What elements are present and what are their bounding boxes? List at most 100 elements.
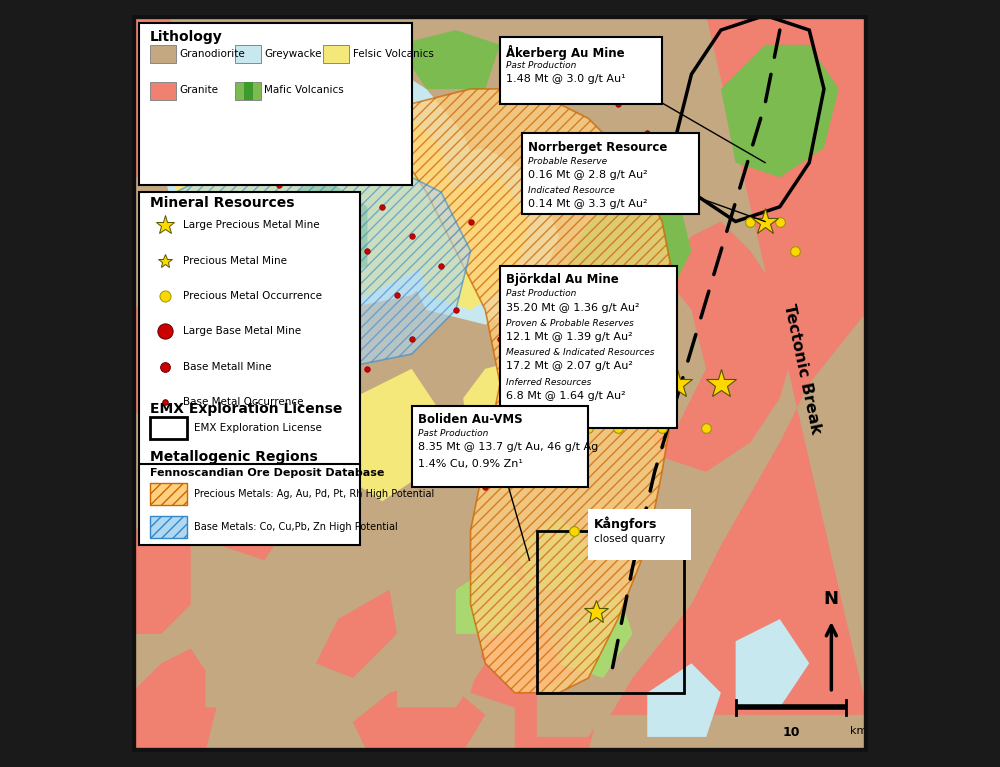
- Text: Precious Metal Occurrence: Precious Metal Occurrence: [183, 291, 322, 301]
- Polygon shape: [515, 663, 603, 752]
- Polygon shape: [132, 649, 220, 752]
- Text: Kångfors: Kångfors: [594, 516, 658, 531]
- Text: Precious Metals: Ag, Au, Pd, Pt, Rh High Potential: Precious Metals: Ag, Au, Pd, Pt, Rh High…: [194, 489, 435, 499]
- Bar: [150, 44, 176, 63]
- Text: closed quarry: closed quarry: [594, 535, 665, 545]
- Text: Metallogenic Regions: Metallogenic Regions: [150, 449, 318, 464]
- Text: Large Base Metal Mine: Large Base Metal Mine: [183, 326, 302, 336]
- FancyBboxPatch shape: [139, 23, 412, 185]
- Text: Norrberget Resource: Norrberget Resource: [528, 140, 667, 153]
- Polygon shape: [132, 15, 191, 177]
- Polygon shape: [633, 222, 795, 472]
- Text: km: km: [850, 726, 867, 736]
- Text: Indicated Resource: Indicated Resource: [528, 186, 615, 195]
- Polygon shape: [471, 619, 559, 707]
- Bar: [235, 81, 261, 100]
- Polygon shape: [191, 339, 323, 502]
- Polygon shape: [390, 148, 559, 324]
- Polygon shape: [132, 295, 191, 413]
- Text: Precious Metal Mine: Precious Metal Mine: [183, 255, 287, 265]
- Text: 0.14 Mt @ 3.3 g/t Au²: 0.14 Mt @ 3.3 g/t Au²: [528, 199, 647, 209]
- Text: Lithology: Lithology: [150, 30, 223, 44]
- Text: Granodiorite: Granodiorite: [180, 48, 245, 58]
- Bar: [537, 531, 684, 693]
- Polygon shape: [610, 15, 868, 715]
- Polygon shape: [353, 678, 485, 752]
- Polygon shape: [213, 104, 382, 251]
- Polygon shape: [397, 30, 500, 89]
- Text: N: N: [824, 590, 839, 608]
- Polygon shape: [588, 273, 706, 443]
- Text: Inferred Resources: Inferred Resources: [506, 377, 591, 387]
- Text: Large Precious Metal Mine: Large Precious Metal Mine: [183, 220, 320, 230]
- FancyBboxPatch shape: [522, 133, 699, 214]
- FancyBboxPatch shape: [588, 509, 691, 560]
- Polygon shape: [456, 560, 529, 634]
- Polygon shape: [397, 89, 677, 693]
- Polygon shape: [250, 177, 367, 295]
- Text: EMX Exploration License: EMX Exploration License: [150, 402, 343, 416]
- Polygon shape: [154, 44, 485, 310]
- Polygon shape: [397, 619, 485, 707]
- Polygon shape: [176, 67, 456, 295]
- Text: Probable Reserve: Probable Reserve: [528, 156, 607, 166]
- Polygon shape: [205, 251, 309, 369]
- Bar: [150, 516, 187, 538]
- Text: Fennoscandian Ore Deposit Database: Fennoscandian Ore Deposit Database: [150, 468, 385, 478]
- Text: Past Production: Past Production: [506, 289, 576, 298]
- Text: 8.35 Mt @ 13.7 g/t Au, 46 g/t Ag: 8.35 Mt @ 13.7 g/t Au, 46 g/t Ag: [418, 443, 598, 453]
- Text: 0.16 Mt @ 2.8 g/t Au²: 0.16 Mt @ 2.8 g/t Au²: [528, 170, 648, 180]
- Text: Base Metal Occurrence: Base Metal Occurrence: [183, 397, 304, 407]
- Polygon shape: [161, 148, 471, 369]
- Polygon shape: [559, 177, 691, 324]
- Polygon shape: [559, 590, 633, 678]
- Text: Boliden Au-VMS: Boliden Au-VMS: [418, 413, 522, 426]
- Text: Proven & Probable Reserves: Proven & Probable Reserves: [506, 319, 634, 328]
- Text: Base Metall Mine: Base Metall Mine: [183, 361, 272, 371]
- Polygon shape: [323, 369, 441, 502]
- Polygon shape: [515, 516, 588, 590]
- Polygon shape: [647, 663, 721, 737]
- Polygon shape: [220, 472, 294, 560]
- FancyBboxPatch shape: [139, 192, 360, 472]
- Polygon shape: [205, 619, 294, 707]
- Polygon shape: [537, 74, 662, 222]
- Text: Past Production: Past Production: [506, 61, 576, 70]
- Bar: [323, 44, 349, 63]
- Polygon shape: [515, 295, 603, 413]
- Polygon shape: [537, 663, 618, 737]
- Polygon shape: [132, 516, 191, 634]
- Text: Measured & Indicated Resources: Measured & Indicated Resources: [506, 348, 654, 357]
- Bar: [244, 81, 253, 100]
- Polygon shape: [736, 619, 809, 707]
- Polygon shape: [412, 177, 529, 310]
- Text: Base Metals: Co, Cu,Pb, Zn High Potential: Base Metals: Co, Cu,Pb, Zn High Potentia…: [194, 522, 398, 532]
- Text: Granite: Granite: [180, 85, 219, 95]
- Text: 1.48 Mt @ 3.0 g/t Au¹: 1.48 Mt @ 3.0 g/t Au¹: [506, 74, 626, 84]
- Text: 1.4% Cu, 0.9% Zn¹: 1.4% Cu, 0.9% Zn¹: [418, 459, 522, 469]
- FancyBboxPatch shape: [412, 406, 588, 486]
- Text: Past Production: Past Production: [418, 430, 488, 438]
- Text: 10: 10: [782, 726, 800, 739]
- Bar: [235, 44, 261, 63]
- Text: EMX Exploration License: EMX Exploration License: [194, 423, 322, 433]
- Text: Mafic Volcanics: Mafic Volcanics: [264, 85, 344, 95]
- Polygon shape: [721, 44, 839, 177]
- Text: 6.8 Mt @ 1.64 g/t Au²: 6.8 Mt @ 1.64 g/t Au²: [506, 391, 626, 401]
- Text: Felsic Volcanics: Felsic Volcanics: [353, 48, 434, 58]
- Text: 17.2 Mt @ 2.07 g/t Au²: 17.2 Mt @ 2.07 g/t Au²: [506, 361, 633, 371]
- Polygon shape: [316, 590, 397, 678]
- Text: Greywacke: Greywacke: [264, 48, 322, 58]
- Text: Mineral Resources: Mineral Resources: [150, 196, 295, 209]
- Bar: [150, 483, 187, 505]
- Bar: [150, 416, 187, 439]
- Text: Björkdal Au Mine: Björkdal Au Mine: [506, 273, 619, 286]
- FancyBboxPatch shape: [500, 38, 662, 104]
- FancyBboxPatch shape: [500, 265, 677, 428]
- Text: 35.20 Mt @ 1.36 g/t Au²: 35.20 Mt @ 1.36 g/t Au²: [506, 302, 639, 312]
- Text: 12.1 Mt @ 1.39 g/t Au²: 12.1 Mt @ 1.39 g/t Au²: [506, 332, 633, 342]
- Text: Tectonic Break: Tectonic Break: [781, 302, 823, 435]
- Polygon shape: [220, 30, 323, 89]
- Text: Åkerberg Au Mine: Åkerberg Au Mine: [506, 44, 625, 60]
- FancyBboxPatch shape: [139, 465, 360, 545]
